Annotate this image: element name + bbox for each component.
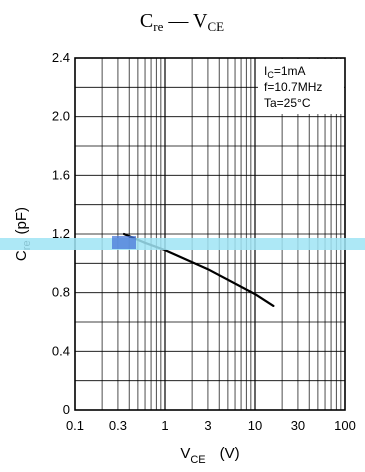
- y-tick-label: 0.8: [52, 285, 70, 300]
- x-axis-label-unit: (V): [220, 445, 240, 462]
- highlight-artifact: [0, 236, 365, 250]
- title-main-sub: re: [153, 19, 163, 34]
- y-axis-label: Cre(pF): [13, 207, 33, 261]
- x-tick-label: 3: [204, 418, 211, 433]
- annotation-temp: Ta=25°C: [264, 96, 311, 110]
- y-axis-label-unit: (pF): [13, 207, 30, 235]
- y-tick-label: 1.6: [52, 167, 70, 182]
- annotation-freq: f=10.7MHz: [264, 80, 322, 94]
- chart-title: Cre — VCE: [140, 10, 224, 34]
- annotation-box: [258, 59, 344, 114]
- grid: [75, 58, 345, 410]
- title-second-sub: CE: [207, 19, 224, 34]
- x-tick-label: 100: [334, 418, 356, 433]
- y-tick-labels: 0 0.4 0.8 1.2 1.6 2.0 2.4: [52, 50, 70, 417]
- title-main: C: [140, 10, 153, 32]
- x-tick-label: 0.3: [109, 418, 127, 433]
- plot-frame: [74, 57, 346, 411]
- x-axis-label-main: V: [180, 445, 190, 462]
- x-axis-label-sub: CE: [190, 454, 205, 466]
- x-tick-label: 10: [248, 418, 262, 433]
- title-dash: —: [163, 10, 193, 32]
- y-axis-label-main: C: [13, 250, 30, 261]
- annotation-ic: IC=1mA: [264, 64, 306, 80]
- x-tick-label: 30: [291, 418, 305, 433]
- y-tick-label: 2.0: [52, 109, 70, 124]
- y-tick-label: 1.2: [52, 226, 70, 241]
- y-tick-label: 0.4: [52, 343, 70, 358]
- x-tick-label: 1: [161, 418, 168, 433]
- y-tick-label: 2.4: [52, 50, 70, 65]
- x-tick-labels: 0.1 0.3 1 3 10 30 100: [66, 418, 356, 433]
- x-tick-label: 0.1: [66, 418, 84, 433]
- title-second: V: [193, 10, 208, 32]
- y-tick-label: 0: [63, 402, 70, 417]
- x-axis-label: VCE (V): [180, 445, 239, 466]
